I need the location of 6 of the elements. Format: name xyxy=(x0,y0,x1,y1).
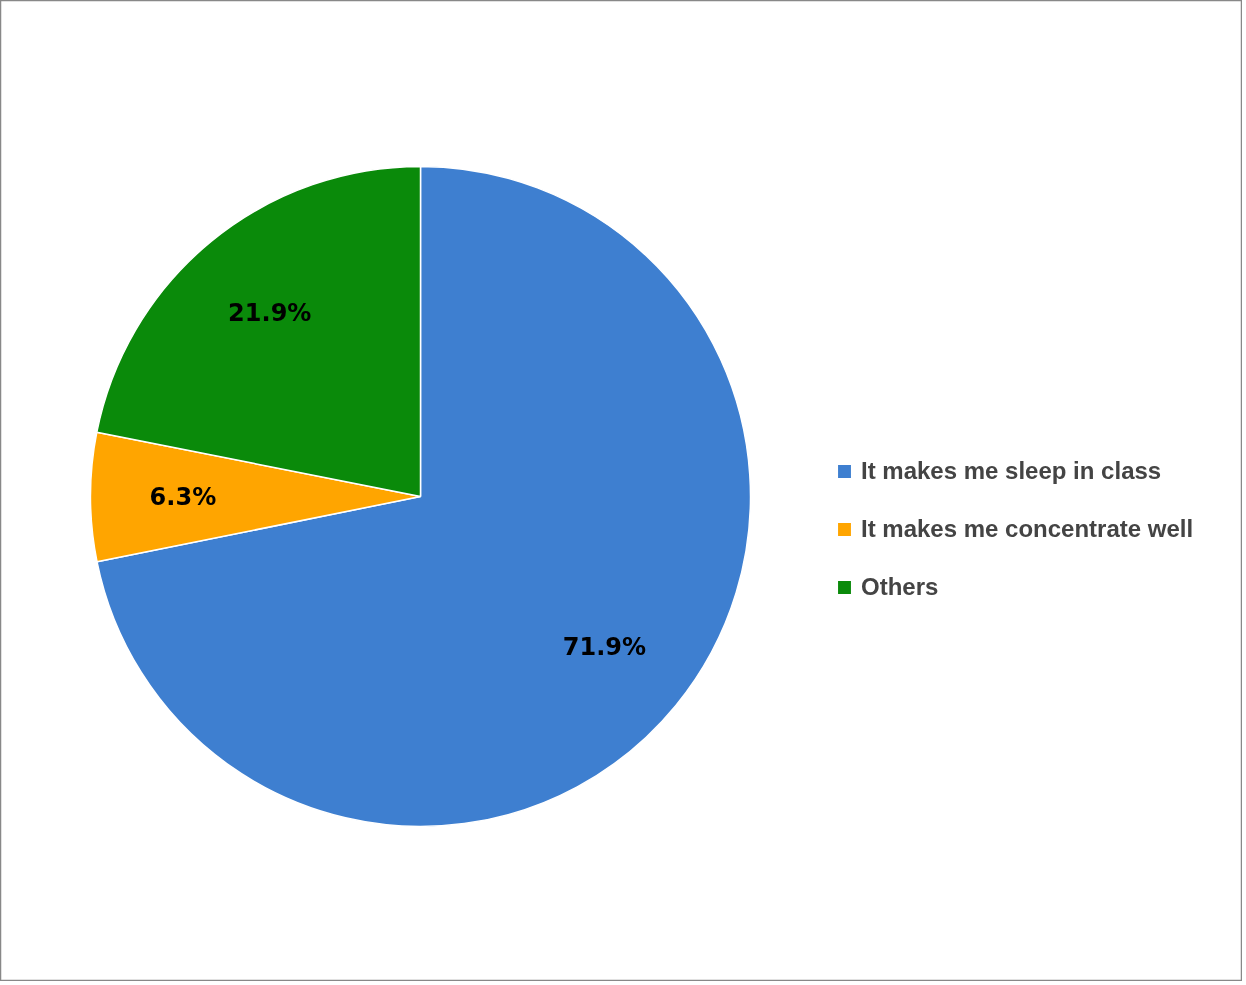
data-label: 6.3% xyxy=(149,482,217,511)
data-label: 71.9% xyxy=(562,632,647,661)
data-label: 21.9% xyxy=(228,298,312,327)
legend-label: It makes me sleep in class xyxy=(861,457,1162,485)
legend-label: Others xyxy=(861,573,939,601)
legend-label: It makes me concentrate well xyxy=(861,515,1194,543)
